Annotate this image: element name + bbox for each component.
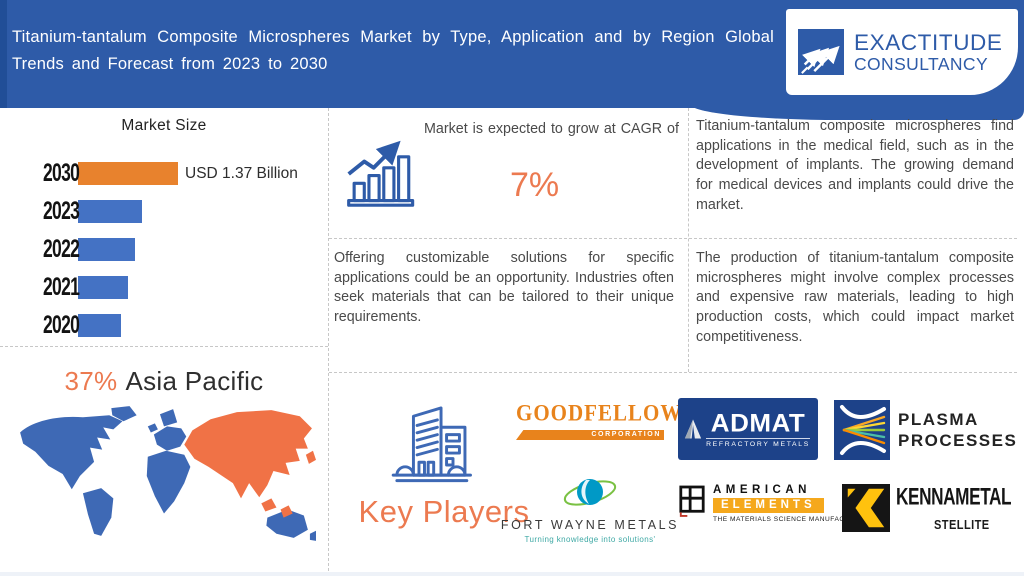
bar-2023	[78, 200, 142, 223]
year-label: 2022	[43, 235, 80, 263]
year-label: 2020	[43, 311, 80, 339]
header-left-edge	[0, 0, 7, 108]
region-name: Asia Pacific	[125, 366, 264, 396]
goodfellow-tagline: CORPORATION	[591, 431, 661, 438]
divider-vertical-left	[328, 108, 329, 576]
admat-tagline: REFRACTORY METALS	[706, 438, 810, 448]
year-label: 2030	[43, 159, 80, 187]
plasma-text: PLASMA PROCESSES	[898, 409, 1017, 452]
page-title: Titanium-tantalum Composite Microspheres…	[12, 28, 774, 73]
region-heading: 37% Asia Pacific	[0, 346, 328, 397]
kennametal-name: KENNAMETAL	[896, 484, 1012, 511]
bar-2030	[78, 162, 178, 185]
logo-kennametal-stellite: KENNAMETAL STELLITE	[842, 484, 1024, 532]
fwm-sphere-icon	[563, 479, 617, 506]
logo-line1: EXACTITUDE	[854, 29, 1003, 55]
bar-2022	[78, 238, 135, 261]
world-map	[20, 406, 316, 541]
bar-value-label: USD 1.37 Billion	[185, 164, 298, 182]
bar-row-2023: 2023	[28, 197, 298, 225]
ae-text: AMERICAN ELEMENTS THE MATERIALS SCIENCE …	[713, 484, 875, 523]
exactitude-logo: EXACTITUDE CONSULTANCY	[786, 9, 1018, 95]
exactitude-arrows-icon	[798, 29, 844, 75]
goodfellow-bar: CORPORATION	[516, 430, 664, 440]
cagr-section: Market is expected to grow at CAGR of 7%	[328, 108, 688, 238]
ae-tagline: THE MATERIALS SCIENCE MANUFACTURER®	[713, 516, 876, 523]
goodfellow-name: GOODFELLOW	[516, 399, 683, 426]
plasma-line2: PROCESSES	[898, 431, 1018, 450]
logo-fort-wayne-metals: FORT WAYNE METALS Turning knowledge into…	[501, 472, 677, 544]
fwm-name: FORT WAYNE METALS	[500, 518, 680, 532]
plasma-line1: PLASMA	[898, 409, 979, 429]
cagr-text: Market is expected to grow at CAGR of	[424, 121, 679, 137]
admat-text: ADMAT REFRACTORY METALS	[706, 410, 810, 448]
kennametal-k-icon	[842, 484, 890, 532]
logo-american-elements: AMERICAN ELEMENTS THE MATERIALS SCIENCE …	[678, 484, 875, 523]
divider-horizontal-left	[0, 346, 328, 347]
ae-line2: ELEMENTS	[713, 498, 824, 513]
plasma-icon	[834, 400, 890, 460]
bottom-edge-line	[0, 572, 1024, 576]
buildings-icon	[391, 406, 472, 483]
bar-row-2020: 2020	[28, 311, 298, 339]
chart-title: Market Size	[121, 117, 207, 134]
divider-horizontal-row1	[329, 238, 1017, 239]
logo-goodfellow: GOODFELLOW CORPORATION	[516, 399, 683, 440]
bar-row-2030: 2030 USD 1.37 Billion	[28, 159, 298, 187]
driver-text: Titanium-tantalum composite microspheres…	[696, 118, 1014, 213]
ae-line1: AMERICAN	[713, 484, 811, 496]
logo-admat: ADMAT REFRACTORY METALS	[678, 398, 818, 460]
key-players-heading: Key Players	[358, 494, 530, 529]
divider-vertical-mid	[688, 108, 689, 372]
market-size-bar-chart: 2030 USD 1.37 Billion 2023 2022 2021 2020	[28, 159, 298, 352]
exactitude-logo-text: EXACTITUDE CONSULTANCY	[854, 30, 1003, 75]
region-share: 37%	[64, 366, 118, 396]
admat-pyramid-icon	[684, 419, 702, 439]
year-label: 2021	[43, 273, 80, 301]
divider-horizontal-row2	[329, 372, 1017, 373]
header-swoosh	[690, 104, 1024, 120]
admat-name: ADMAT	[710, 408, 806, 438]
kennametal-tagline: STELLITE	[933, 517, 990, 532]
bar-row-2021: 2021	[28, 273, 298, 301]
logo-plasma-processes: PLASMA PROCESSES	[834, 400, 1017, 460]
bar-2021	[78, 276, 128, 299]
year-label: 2023	[43, 197, 80, 225]
ae-grid-icon	[679, 485, 705, 517]
kennametal-text: KENNAMETAL STELLITE	[896, 484, 1024, 532]
restraint-text: The production of titanium-tantalum comp…	[696, 250, 1014, 345]
logo-line2: CONSULTANCY	[854, 53, 989, 74]
cagr-value: 7%	[510, 166, 560, 204]
growth-chart-icon	[347, 140, 415, 207]
bar-row-2022: 2022	[28, 235, 298, 263]
fwm-tagline: Turning knowledge into solutions'	[524, 535, 656, 544]
market-size-section: Market Size 2030 USD 1.37 Billion 2023 2022…	[0, 108, 328, 346]
region-section: 37% Asia Pacific	[0, 346, 328, 576]
bar-2020	[78, 314, 121, 337]
opportunity-text: Offering customizable solutions for spec…	[334, 250, 674, 326]
key-players-section: Key Players GOODFELLOW CORPORATION ADMAT…	[328, 372, 1024, 576]
